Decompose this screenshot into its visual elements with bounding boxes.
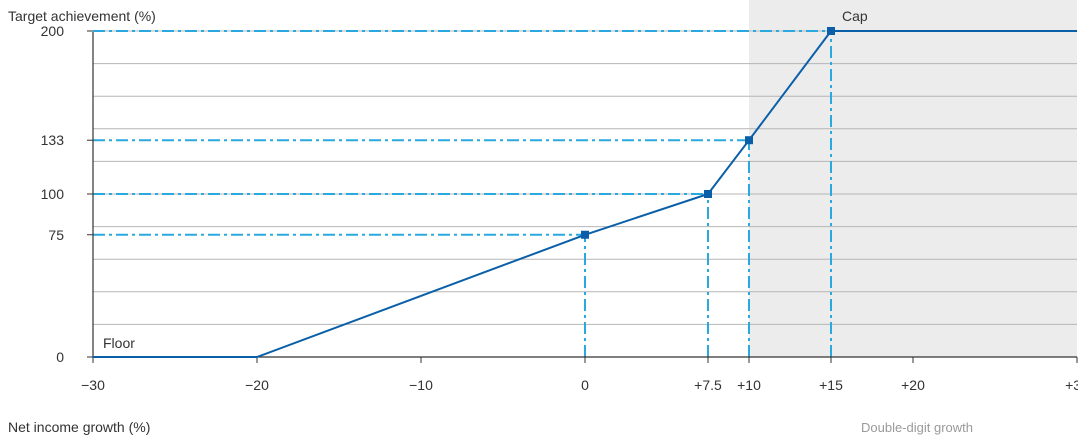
floor-label: Floor [103,335,135,351]
y-tick-label: 200 [41,23,65,39]
x-tick-label: +20 [901,377,925,393]
y-axis-title: Target achievement (%) [8,8,156,24]
x-tick-label: +7.5 [694,377,722,393]
data-point [704,190,712,198]
x-tick-label: −30 [81,377,105,393]
data-point [745,136,753,145]
y-tick-label: 100 [41,186,65,202]
x-tick-label: 0 [581,377,589,393]
y-tick-label: 133 [41,132,65,148]
x-axis-title: Net income growth (%) [8,419,150,435]
data-point [827,27,835,35]
x-tick-label: +10 [737,377,761,393]
y-tick-label: 0 [56,349,64,365]
data-point [581,230,589,239]
y-tick-label: 75 [48,227,64,243]
x-tick-label: −20 [245,377,269,393]
x-tick-label: −10 [409,377,433,393]
x-tick-label: +30 [1065,377,1078,393]
cap-label: Cap [842,8,868,24]
shaded-region-label: Double-digit growth [861,420,973,435]
shaded-region [749,0,1077,358]
x-tick-label: +15 [819,377,843,393]
